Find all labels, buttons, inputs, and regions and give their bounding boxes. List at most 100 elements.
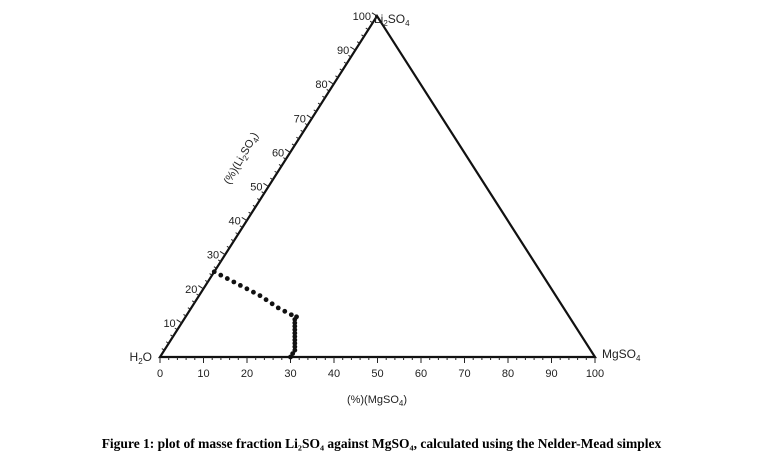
bottom-tick-label: 20 <box>241 368 253 380</box>
figure-caption: Figure 1: plot of masse fraction Li₂SO₄ … <box>101 436 662 451</box>
left-tick-mark <box>278 164 282 167</box>
left-tick-mark <box>174 327 178 331</box>
left-tick-mark <box>191 300 195 303</box>
data-point <box>244 286 250 292</box>
data-point <box>288 354 293 360</box>
left-tick-mark <box>306 114 313 119</box>
left-tick-mark <box>252 204 256 208</box>
left-tick-mark <box>274 170 278 174</box>
left-tick-mark <box>304 123 308 126</box>
left-tick-mark <box>217 259 222 262</box>
left-tick-mark <box>219 251 226 256</box>
left-tick-mark <box>170 334 174 337</box>
left-axis-ticks: 10 20 30 40 50 60 70 80 90 100 <box>161 11 378 351</box>
left-tick-mark <box>257 198 261 201</box>
data-point <box>292 320 298 326</box>
data-point <box>218 272 224 278</box>
left-tick-mark <box>322 95 326 99</box>
left-tick-mark <box>361 34 365 37</box>
left-tick-label: 30 <box>207 250 219 262</box>
left-tick-mark <box>356 41 360 44</box>
left-tick-mark <box>209 273 213 276</box>
left-tick-mark <box>176 319 182 324</box>
left-tick-label: 40 <box>229 216 241 228</box>
left-tick-mark <box>226 245 230 249</box>
data-point <box>292 330 298 336</box>
data-point <box>292 337 298 343</box>
left-tick-mark <box>230 239 235 242</box>
left-tick-mark <box>284 148 291 153</box>
data-point <box>237 282 243 288</box>
data-point <box>282 308 288 314</box>
left-tick-mark <box>317 102 321 106</box>
left-tick-mark <box>326 88 330 92</box>
left-tick-label: 10 <box>163 318 175 330</box>
data-point <box>288 312 294 318</box>
bottom-tick-label: 70 <box>458 368 470 380</box>
left-tick-mark <box>369 20 373 24</box>
data-point <box>292 347 298 353</box>
left-tick-label: 100 <box>353 11 371 23</box>
bottom-tick-label: 0 <box>157 368 163 380</box>
left-tick-label: 70 <box>294 113 306 125</box>
bottom-tick-label: 60 <box>415 368 427 380</box>
bottom-tick-label: 50 <box>371 368 383 380</box>
data-point <box>292 317 298 322</box>
left-tick-mark <box>235 232 239 235</box>
ternary-chart: 0 10 20 30 40 50 60 70 80 90 100 10 20 30 40 50 60 70 80 9… <box>130 11 641 408</box>
bottom-tick-label: 80 <box>502 368 514 380</box>
corner-label-mgso4: MgSO4 <box>602 347 641 363</box>
data-point <box>224 276 230 281</box>
left-tick-mark <box>261 191 265 194</box>
data-point <box>211 269 217 275</box>
data-point <box>269 301 275 307</box>
left-tick-mark <box>339 68 343 71</box>
left-tick-mark <box>313 109 317 112</box>
left-axis-title: (%)(Li2SO4) <box>222 130 263 187</box>
corner-label-h2o: H2O <box>130 350 152 366</box>
left-tick-mark <box>239 225 243 228</box>
data-point <box>292 344 298 350</box>
bottom-axis-ticks: 0 10 20 30 40 50 60 70 80 90 100 <box>157 357 604 380</box>
series-layer <box>211 269 299 360</box>
left-tick-mark <box>270 177 274 181</box>
bottom-tick-label: 30 <box>284 368 296 380</box>
left-tick-mark <box>213 266 217 269</box>
left-tick-mark <box>263 182 269 187</box>
bottom-tick-label: 10 <box>197 368 209 380</box>
left-tick-mark <box>248 211 252 215</box>
data-point <box>231 279 237 285</box>
left-tick-mark <box>283 157 287 160</box>
left-tick-mark <box>165 341 169 344</box>
left-tick-mark <box>183 314 187 317</box>
data-point <box>292 334 298 339</box>
left-tick-mark <box>365 27 369 31</box>
left-tick-mark <box>300 129 304 133</box>
data-point <box>292 323 298 329</box>
left-tick-mark <box>196 293 200 297</box>
bottom-tick-label: 90 <box>545 368 557 380</box>
ternary-triangle <box>157 13 598 359</box>
left-tick-mark <box>187 307 191 310</box>
data-point <box>263 297 269 303</box>
left-tick-mark <box>335 75 339 78</box>
left-tick-mark <box>204 279 209 283</box>
bottom-axis-title: (%)(MgSO4) <box>347 394 407 408</box>
left-tick-mark <box>371 12 378 17</box>
corner-label-li2so4: Li2SO4 <box>374 12 410 28</box>
data-point <box>251 289 256 295</box>
left-tick-label: 50 <box>250 182 262 194</box>
left-tick-mark <box>349 46 356 51</box>
left-tick-mark <box>291 143 295 147</box>
left-tick-mark <box>241 216 248 222</box>
left-tick-mark <box>296 136 300 140</box>
left-tick-mark <box>348 54 352 58</box>
left-tick-mark <box>328 80 334 85</box>
data-point <box>257 293 263 299</box>
data-point <box>290 351 296 356</box>
left-tick-mark <box>198 285 204 290</box>
left-tick-mark <box>343 61 347 65</box>
left-tick-mark <box>161 348 165 351</box>
data-point <box>275 305 281 311</box>
left-tick-label: 90 <box>337 45 349 57</box>
